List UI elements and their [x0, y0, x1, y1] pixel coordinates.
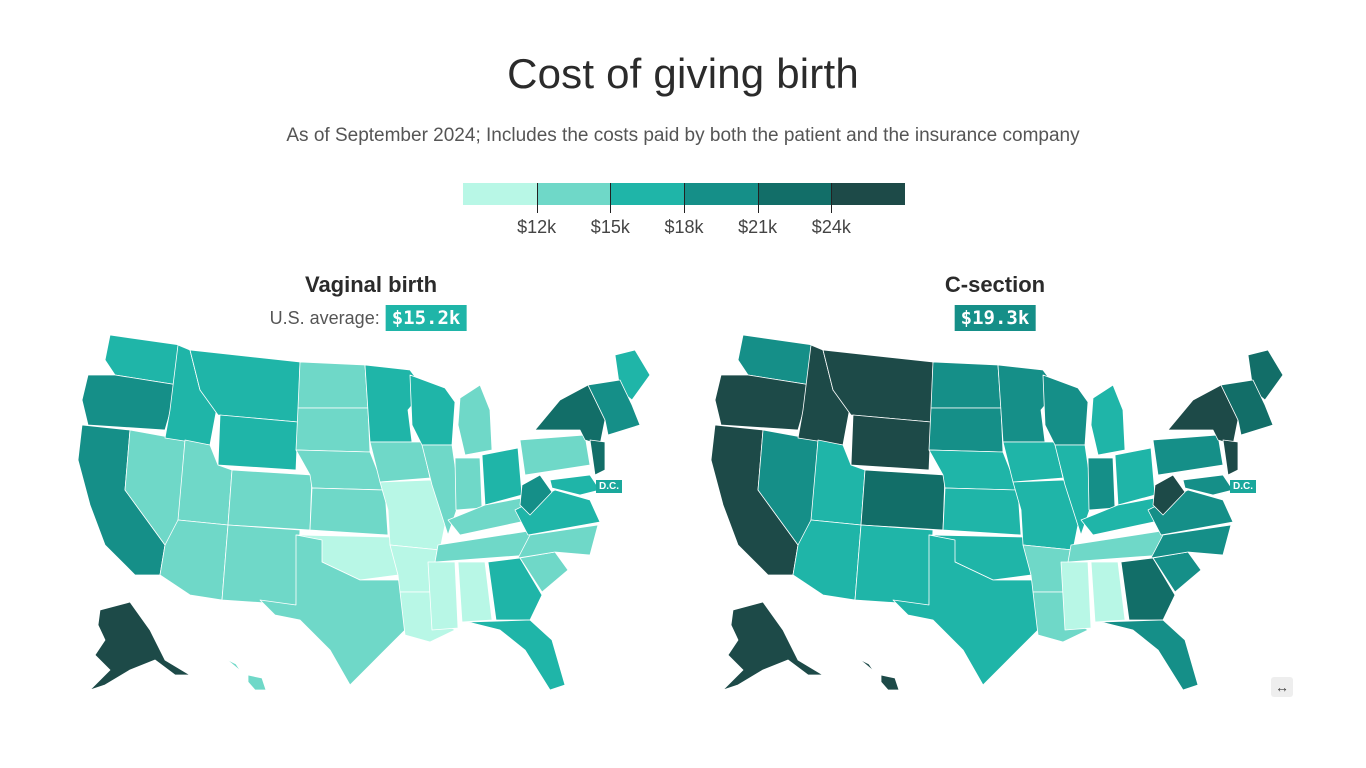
state-or[interactable] — [81, 374, 179, 431]
csection-panel-title: C-section — [944, 272, 1046, 297]
state-ms[interactable] — [427, 561, 459, 631]
state-pa[interactable] — [519, 434, 591, 476]
state-ms[interactable] — [1060, 561, 1092, 631]
vaginal-birth-map — [77, 334, 651, 691]
state-nd[interactable] — [297, 361, 369, 409]
chart-subtitle: As of September 2024; Includes the costs… — [286, 125, 1080, 146]
state-md[interactable] — [549, 474, 601, 496]
state-ia[interactable] — [1002, 441, 1064, 483]
state-ak[interactable] — [722, 601, 824, 691]
dc-label: D.C. — [1230, 480, 1256, 493]
average-label: U.S. average: — [269, 307, 380, 328]
state-md[interactable] — [1182, 474, 1234, 496]
state-wv[interactable] — [1152, 474, 1186, 516]
state-pa[interactable] — [1152, 434, 1224, 476]
state-tx[interactable] — [892, 534, 1039, 686]
state-co[interactable] — [227, 469, 313, 531]
state-oh[interactable] — [1114, 447, 1156, 506]
state-wy[interactable] — [217, 414, 299, 471]
legend-tick — [536, 183, 538, 213]
state-tx[interactable] — [259, 534, 406, 686]
state-nm[interactable] — [221, 524, 301, 606]
legend-tick — [757, 183, 759, 213]
legend-swatch — [463, 183, 538, 205]
legend-swatch — [684, 183, 759, 205]
state-nc[interactable] — [517, 524, 599, 559]
average-value-badge: $19.3k — [954, 305, 1036, 331]
state-nj[interactable] — [589, 439, 606, 476]
state-ne-new[interactable] — [587, 379, 641, 436]
average-value-badge: $15.2k — [385, 305, 467, 331]
state-ga[interactable] — [487, 557, 543, 621]
state-nm[interactable] — [854, 524, 934, 606]
legend-tick-label: $21k — [738, 217, 778, 237]
vaginal-panel-title: Vaginal birth — [304, 272, 438, 297]
legend-tick-label: $18k — [664, 217, 704, 237]
state-wv[interactable] — [519, 474, 553, 516]
legend-swatch — [757, 183, 832, 205]
chart-title: Cost of giving birth — [507, 50, 859, 97]
legend-swatch — [610, 183, 685, 205]
state-co[interactable] — [860, 469, 946, 531]
state-hi[interactable] — [842, 647, 900, 691]
csection-average: $19.3k — [954, 305, 1036, 331]
state-al[interactable] — [1090, 561, 1126, 623]
state-wy[interactable] — [850, 414, 932, 471]
legend-tick-label: $15k — [590, 217, 630, 237]
dc-label: D.C. — [596, 480, 622, 493]
csection-map — [710, 334, 1284, 691]
expand-icon[interactable]: ↔ — [1271, 677, 1293, 697]
state-al[interactable] — [457, 561, 493, 623]
state-nj[interactable] — [1222, 439, 1239, 476]
legend-tick — [684, 183, 685, 213]
state-oh[interactable] — [481, 447, 523, 506]
legend-tick-label: $12k — [517, 217, 557, 237]
state-in[interactable] — [454, 457, 483, 511]
state-ks[interactable] — [942, 487, 1022, 536]
state-in[interactable] — [1087, 457, 1116, 511]
state-fl[interactable] — [467, 619, 566, 691]
legend-swatch — [831, 183, 906, 205]
state-ak[interactable] — [89, 601, 191, 691]
state-or[interactable] — [714, 374, 812, 431]
legend-tick — [610, 183, 612, 213]
state-sd[interactable] — [928, 407, 1004, 453]
state-ny[interactable] — [534, 384, 606, 446]
legend-tick-label: $24k — [811, 217, 851, 237]
state-mi[interactable] — [1090, 384, 1126, 456]
state-mi[interactable] — [457, 384, 493, 456]
state-nc[interactable] — [1150, 524, 1232, 559]
state-hi[interactable] — [209, 647, 267, 691]
state-ks[interactable] — [309, 487, 389, 536]
state-nd[interactable] — [930, 361, 1002, 409]
state-wi[interactable] — [409, 374, 456, 446]
legend-swatch — [536, 183, 611, 205]
state-ny[interactable] — [1167, 384, 1239, 446]
state-sd[interactable] — [295, 407, 371, 453]
state-ne-new[interactable] — [1220, 379, 1274, 436]
state-ia[interactable] — [369, 441, 431, 483]
color-legend: $12k $15k $18k $21k $24k — [463, 183, 906, 243]
state-wi[interactable] — [1042, 374, 1089, 446]
legend-tick — [831, 183, 833, 213]
state-fl[interactable] — [1100, 619, 1199, 691]
vaginal-average: U.S. average: $15.2k — [270, 305, 467, 331]
state-ga[interactable] — [1120, 557, 1176, 621]
